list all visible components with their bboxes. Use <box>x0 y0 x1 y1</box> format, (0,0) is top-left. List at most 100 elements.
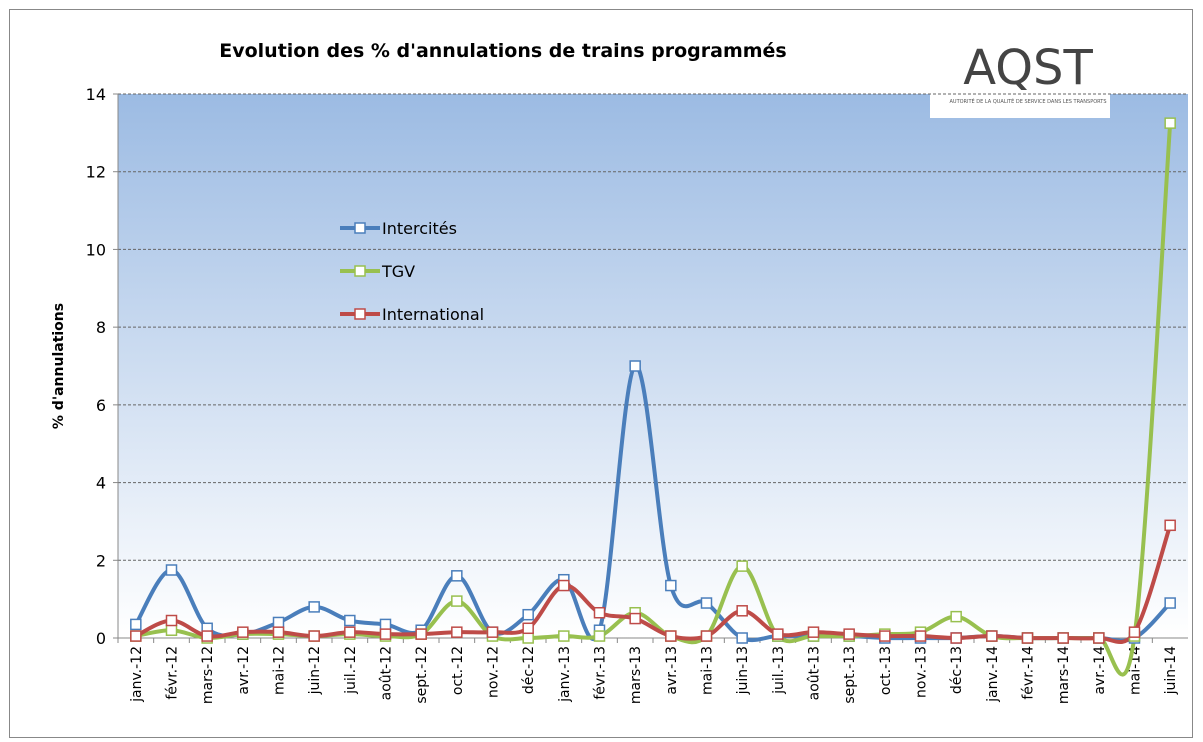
x-tick-label: août-13 <box>807 646 823 700</box>
data-point <box>879 630 891 642</box>
data-point <box>201 630 213 642</box>
x-tick-label: déc-13 <box>949 646 965 694</box>
x-tick-label: févr.-13 <box>593 646 609 700</box>
logo-box <box>930 36 1110 118</box>
y-tick-label: 2 <box>96 551 106 570</box>
data-point <box>486 626 499 638</box>
y-tick-label: 8 <box>96 318 106 337</box>
y-tick-label: 4 <box>96 474 106 493</box>
x-tick-label: avr.-13 <box>664 646 680 695</box>
data-point <box>130 618 142 631</box>
data-point <box>950 632 962 644</box>
x-tick-label: mars-13 <box>628 646 644 704</box>
data-point <box>986 630 998 642</box>
data-point <box>950 610 962 623</box>
data-point <box>344 614 356 627</box>
data-point <box>1164 519 1176 532</box>
data-point <box>700 630 713 642</box>
data-point <box>1164 117 1176 129</box>
legend-label: International <box>382 305 484 324</box>
legend-marker <box>354 265 366 277</box>
x-tick-label: juil.-12 <box>343 646 359 695</box>
data-point <box>772 628 784 640</box>
y-tick-label: 0 <box>96 629 106 648</box>
x-tick-label: déc-12 <box>521 646 537 694</box>
data-point <box>165 614 178 627</box>
data-point <box>807 626 820 638</box>
legend-marker <box>354 308 366 320</box>
data-point <box>415 628 427 640</box>
data-point <box>522 632 534 644</box>
legend-label: Intercités <box>382 219 457 238</box>
logo-subtitle: AUTORITÉ DE LA QUALITÉ DE SERVICE DANS L… <box>949 97 1106 105</box>
x-tick-label: mai-12 <box>272 646 288 695</box>
data-point <box>522 608 534 621</box>
legend-marker <box>354 222 366 234</box>
chart-title: Evolution des % d'annulations de trains … <box>219 40 787 62</box>
data-point <box>272 616 285 629</box>
x-tick-label: janv.-14 <box>985 646 1001 703</box>
x-tick-label: févr.-12 <box>165 646 181 700</box>
data-point <box>451 595 463 607</box>
data-point <box>308 630 320 642</box>
data-point <box>1093 632 1105 644</box>
data-point <box>558 579 570 592</box>
y-tick-label: 12 <box>86 163 106 182</box>
x-tick-label: sept.-12 <box>414 646 430 704</box>
x-tick-label: oct.-13 <box>878 646 894 695</box>
x-tick-label: août-12 <box>379 646 395 700</box>
plot-area <box>118 94 1188 638</box>
data-point <box>1128 626 1141 638</box>
data-point <box>237 626 249 638</box>
data-point <box>843 628 855 640</box>
x-tick-label: juil.-13 <box>771 646 787 695</box>
x-tick-label: mars-14 <box>1056 646 1072 704</box>
data-point <box>379 628 392 640</box>
data-point <box>1057 632 1069 644</box>
logo-text: AQST <box>963 40 1093 96</box>
x-tick-label: juin-13 <box>735 646 751 695</box>
data-point <box>593 630 606 642</box>
y-tick-label: 6 <box>96 396 106 415</box>
x-tick-label: janv.-12 <box>129 646 145 703</box>
x-tick-label: nov.-12 <box>486 646 502 698</box>
data-point <box>558 630 570 642</box>
x-tick-label: avr.-12 <box>236 646 252 695</box>
data-point <box>629 612 641 625</box>
data-point <box>130 630 142 642</box>
y-axis-label: % d'annulations <box>51 303 67 429</box>
x-tick-label: oct.-12 <box>450 646 466 695</box>
data-point <box>629 360 641 372</box>
data-point <box>736 560 748 572</box>
data-point <box>665 630 677 642</box>
data-point <box>736 632 748 644</box>
data-point <box>165 624 178 636</box>
x-tick-label: nov.-13 <box>914 646 930 698</box>
data-point <box>379 618 392 631</box>
data-point <box>344 626 356 638</box>
data-point <box>1021 632 1034 644</box>
data-point <box>451 570 463 582</box>
data-point <box>665 579 677 592</box>
data-point <box>700 597 713 609</box>
data-point <box>451 626 463 638</box>
x-tick-label: juin-12 <box>307 646 323 695</box>
data-point <box>593 606 606 619</box>
data-point <box>308 601 320 613</box>
data-point <box>165 564 178 576</box>
x-tick-label: juin-14 <box>1163 646 1179 695</box>
x-tick-label: janv.-13 <box>557 646 573 703</box>
x-tick-label: sept.-13 <box>842 646 858 704</box>
x-tick-label: avr.-14 <box>1092 646 1108 695</box>
data-point <box>736 605 748 617</box>
x-tick-label: mai-13 <box>700 646 716 695</box>
data-point <box>1164 597 1176 609</box>
logo: AQST AUTORITÉ DE LA QUALITÉ DE SERVICE D… <box>930 36 1110 118</box>
data-point <box>914 630 927 642</box>
x-tick-label: févr.-14 <box>1021 646 1037 700</box>
x-tick-label: mars-12 <box>200 646 216 704</box>
data-point <box>522 622 534 635</box>
legend-label: TGV <box>381 262 415 281</box>
y-tick-label: 14 <box>86 85 106 104</box>
